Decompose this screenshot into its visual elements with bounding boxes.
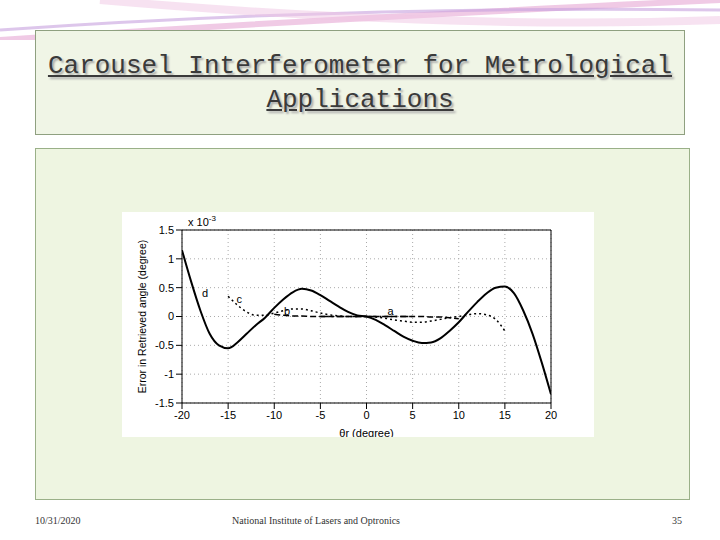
svg-text:0: 0 (168, 310, 174, 322)
svg-text:-5: -5 (315, 409, 325, 421)
svg-text:-1: -1 (164, 368, 174, 380)
svg-text:20: 20 (545, 409, 557, 421)
svg-text:c: c (236, 293, 242, 305)
svg-text:θr (degree): θr (degree) (339, 427, 393, 437)
svg-text:0: 0 (363, 409, 369, 421)
svg-text:b: b (284, 305, 290, 317)
svg-text:Error in Retrieved angle (degr: Error in Retrieved angle (degree) (136, 240, 148, 394)
html-text:Carousel Interferometer for Me: Carousel Interferometer for Metrological… (47, 50, 672, 115)
svg-text:1: 1 (168, 253, 174, 265)
html-text:National Institute of Lasers a: National Institute of Lasers and Optroni… (232, 515, 400, 526)
html-text:x 10-3: x 10-3 (188, 214, 216, 228)
svg-text:15: 15 (499, 409, 511, 421)
html-text:35: 35 (672, 515, 682, 526)
svg-text:5: 5 (410, 409, 416, 421)
svg-text:-20: -20 (174, 409, 190, 421)
svg-text:0.5: 0.5 (159, 282, 174, 294)
svg-text:-1.5: -1.5 (155, 397, 174, 409)
svg-text:d: d (202, 287, 208, 299)
svg-text:-10: -10 (266, 409, 282, 421)
html-text:10/31/2020: 10/31/2020 (35, 515, 81, 526)
svg-text:1.5: 1.5 (159, 224, 174, 236)
svg-text:10: 10 (453, 409, 465, 421)
svg-text:a: a (387, 305, 394, 317)
svg-text:-15: -15 (220, 409, 236, 421)
svg-text:-0.5: -0.5 (155, 339, 174, 351)
